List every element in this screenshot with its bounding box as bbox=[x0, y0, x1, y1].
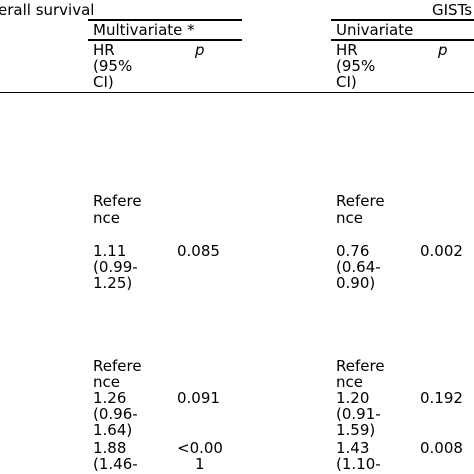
mv-hr-cell: Refere bbox=[93, 192, 142, 210]
uv-hr-cell: Refere bbox=[336, 357, 385, 375]
uv-p-cell: 0.192 bbox=[420, 389, 463, 407]
uv-hr-header-line3: CI) bbox=[336, 73, 357, 91]
mv-hr-header-line2: (95% bbox=[93, 57, 133, 75]
mv-p-cell: 0.091 bbox=[177, 389, 220, 407]
uv-p-header: p bbox=[438, 41, 448, 59]
group-header-gists: GISTs bbox=[432, 1, 473, 19]
mv-p-cell: 0.085 bbox=[177, 242, 220, 260]
mv-p-cell: <0.00 bbox=[177, 439, 223, 457]
mv-p-header: p bbox=[195, 41, 205, 59]
uv-hr-cell: nce bbox=[336, 209, 363, 227]
mv-hr-cell: Refere bbox=[93, 357, 142, 375]
group-rule-left bbox=[88, 19, 242, 21]
univariate-header: Univariate bbox=[336, 21, 414, 39]
mv-hr-cell: 1.26 bbox=[93, 389, 127, 407]
subheader-rule-left bbox=[88, 39, 242, 41]
mv-hr-cell: (1.46- bbox=[93, 455, 138, 473]
uv-hr-cell: 0.76 bbox=[336, 242, 370, 260]
uv-hr-cell: 0.90) bbox=[336, 274, 376, 292]
subheader-rule-right bbox=[331, 39, 474, 41]
uv-hr-cell: 1.59) bbox=[336, 421, 376, 439]
mv-hr-cell: (0.99- bbox=[93, 258, 138, 276]
uv-hr-cell: 1.43 bbox=[336, 439, 370, 457]
uv-hr-header-line2: (95% bbox=[336, 57, 376, 75]
uv-hr-cell: 1.20 bbox=[336, 389, 370, 407]
mv-hr-header-line3: CI) bbox=[93, 73, 114, 91]
uv-hr-cell: (1.10- bbox=[336, 455, 381, 473]
multivariate-header: Multivariate * bbox=[93, 21, 195, 39]
mv-hr-cell: 1.64) bbox=[93, 421, 133, 439]
uv-hr-header-line1: HR bbox=[336, 41, 358, 59]
mv-p-cell: 1 bbox=[195, 455, 205, 473]
mv-hr-cell: nce bbox=[93, 209, 120, 227]
uv-hr-cell: (0.91- bbox=[336, 405, 381, 423]
group-rule-right bbox=[331, 19, 474, 21]
uv-p-cell: 0.002 bbox=[420, 242, 463, 260]
mv-hr-header-line1: HR bbox=[93, 41, 115, 59]
uv-hr-cell: nce bbox=[336, 373, 363, 391]
uv-hr-cell: Refere bbox=[336, 192, 385, 210]
mv-hr-cell: 1.25) bbox=[93, 274, 133, 292]
group-header-overall-survival: erall survival bbox=[0, 1, 95, 19]
uv-p-cell: 0.008 bbox=[420, 439, 463, 457]
mv-hr-cell: (0.96- bbox=[93, 405, 138, 423]
mv-hr-cell: nce bbox=[93, 373, 120, 391]
mv-hr-cell: 1.11 bbox=[93, 242, 127, 260]
uv-hr-cell: (0.64- bbox=[336, 258, 381, 276]
mv-hr-cell: 1.88 bbox=[93, 439, 127, 457]
header-bottom-rule bbox=[0, 92, 474, 93]
